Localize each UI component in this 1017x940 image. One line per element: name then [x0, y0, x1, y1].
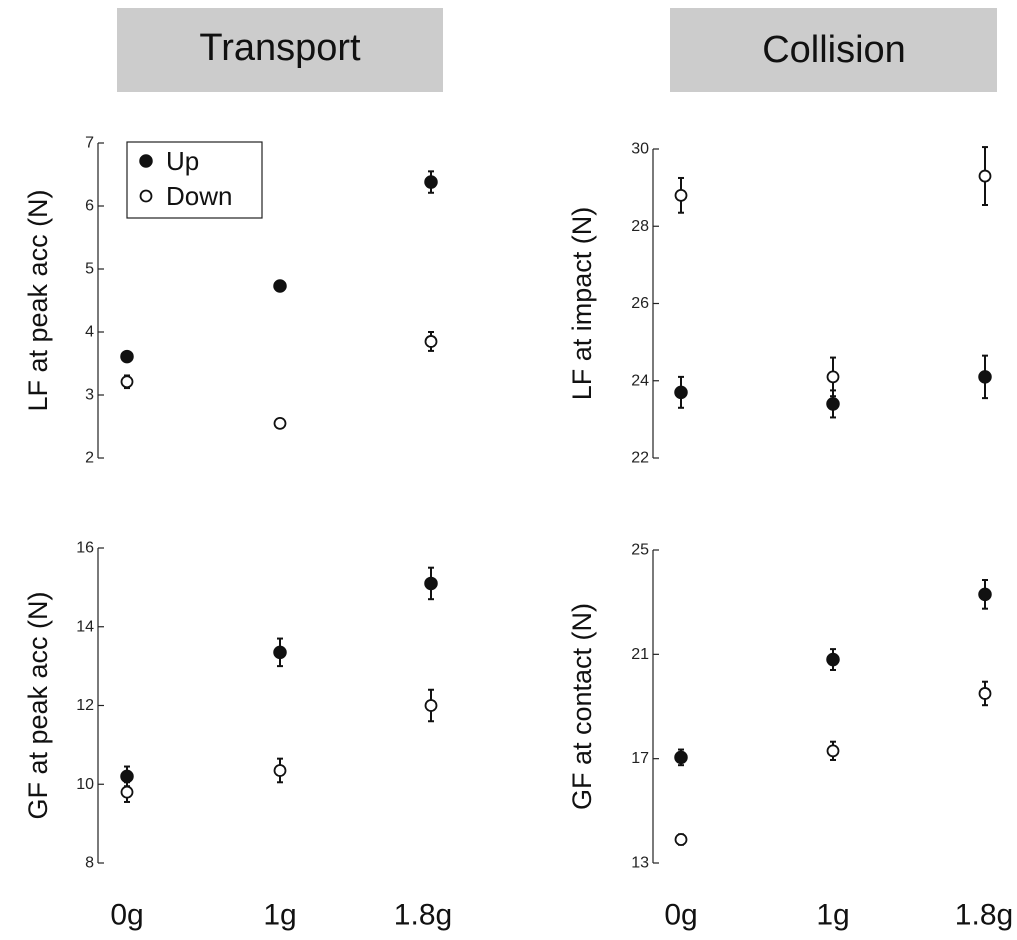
legend-down-label: Down — [166, 181, 232, 211]
x-tick-label: 1.8g — [955, 899, 1013, 932]
y-tick-label: 4 — [85, 324, 94, 341]
y-tick-label: 26 — [631, 295, 649, 312]
data-point-down — [120, 375, 134, 389]
y-tick-label: 14 — [76, 618, 94, 635]
data-point-up — [674, 750, 688, 765]
y-tick-label: 6 — [85, 198, 94, 215]
data-point-down — [826, 744, 840, 758]
y-tick-label: 25 — [631, 542, 649, 559]
header-collision-title: Collision — [762, 29, 906, 71]
data-point-up — [120, 769, 134, 784]
y-tick-label: 12 — [76, 697, 94, 714]
y-tick-label: 2 — [85, 450, 94, 467]
panel-collision-lf: 22 24 26 28 30 LF at impact (N) — [567, 141, 992, 467]
data-point-down — [826, 370, 840, 384]
y-axis-label: GF at contact (N) — [567, 603, 597, 810]
legend-up-label: Up — [166, 146, 199, 176]
y-tick-label: 13 — [631, 855, 649, 872]
header-transport-box — [117, 8, 443, 92]
data-point-up — [273, 279, 287, 293]
data-point-down — [674, 188, 688, 202]
data-point-up — [674, 385, 688, 400]
legend-box — [126, 141, 263, 219]
x-axis-labels-right: 0g 1g 1.8g — [664, 899, 1013, 932]
y-tick-label: 30 — [631, 141, 649, 158]
data-point-down — [978, 169, 992, 183]
data-point-down — [978, 687, 992, 700]
data-point-down — [674, 833, 688, 846]
y-tick-label: 28 — [631, 218, 649, 235]
data-point-down — [424, 699, 438, 712]
header-collision: Collision — [670, 8, 997, 92]
header-collision-box — [670, 8, 997, 92]
data-point-up — [424, 576, 438, 591]
y-tick-label: 8 — [85, 855, 94, 872]
y-tick-label: 7 — [85, 135, 94, 152]
legend-down-marker — [139, 189, 153, 203]
y-tick-label: 5 — [85, 261, 94, 278]
header-transport: Transport — [117, 8, 443, 92]
data-point-up — [978, 370, 992, 384]
y-tick-label: 10 — [76, 776, 94, 793]
y-tick-label: 17 — [631, 750, 649, 767]
legend-up-marker — [139, 154, 153, 168]
y-tick-label: 24 — [631, 372, 649, 389]
y-axis-label: LF at impact (N) — [567, 207, 597, 401]
x-tick-label: 0g — [110, 899, 143, 932]
y-tick-label: 21 — [631, 646, 649, 663]
panel-transport-lf: 2 3 4 5 6 7 LF at peak acc (N) — [23, 135, 438, 467]
data-point-up — [273, 645, 287, 660]
data-point-down — [120, 785, 134, 799]
x-tick-label: 1g — [816, 899, 849, 932]
data-point-down — [273, 416, 287, 430]
data-point-down — [424, 335, 438, 348]
panel-collision-gf: 13 17 21 25 GF at contact (N) — [567, 542, 992, 872]
data-point-up — [826, 397, 840, 411]
data-point-up — [120, 349, 134, 364]
y-tick-label: 22 — [631, 450, 649, 467]
y-tick-label: 3 — [85, 387, 94, 404]
x-tick-label: 0g — [664, 899, 697, 932]
data-point-up — [826, 652, 840, 667]
header-transport-title: Transport — [199, 27, 361, 69]
x-axis-labels-left: 0g 1g 1.8g — [110, 899, 452, 932]
y-tick-label: 16 — [76, 540, 94, 557]
data-point-down — [273, 764, 287, 777]
x-tick-label: 1g — [263, 899, 296, 932]
y-axis-label: GF at peak acc (N) — [23, 591, 53, 819]
x-tick-label: 1.8g — [394, 899, 452, 932]
data-point-up — [978, 587, 992, 602]
legend: Up Down — [126, 141, 263, 219]
data-point-up — [424, 175, 438, 189]
panel-transport-gf: 8 10 12 14 16 GF at peak acc (N) — [23, 540, 438, 872]
y-axis-label: LF at peak acc (N) — [23, 189, 53, 411]
